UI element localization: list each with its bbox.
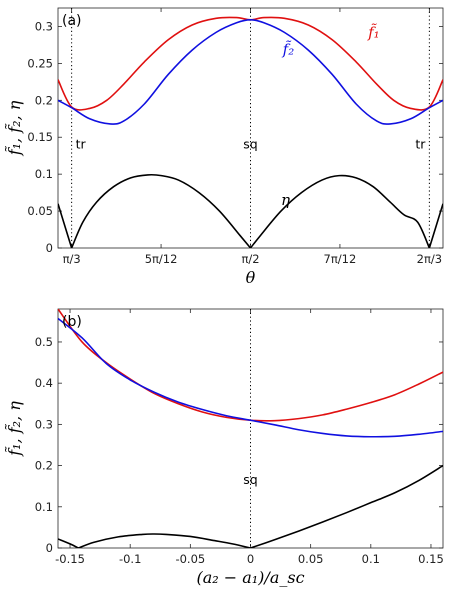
y-tick-label: 0.1 — [35, 167, 53, 181]
x-tick-label: 0.05 — [298, 552, 324, 566]
series-line-1 — [58, 317, 443, 438]
x-tick-label: 7π/12 — [324, 252, 357, 266]
y-tick-label: 0 — [46, 241, 53, 255]
y-tick-label: 0.1 — [35, 500, 53, 514]
reference-line-label: tr — [415, 137, 426, 152]
x-tick-label: π/3 — [63, 252, 81, 266]
y-tick-label: 0.15 — [27, 130, 53, 144]
x-tick-label: -0.15 — [55, 552, 85, 566]
series-line-1 — [58, 19, 443, 125]
reference-line-label: tr — [76, 137, 87, 152]
reference-line-label: sq — [243, 472, 257, 487]
x-tick-label: 5π/12 — [145, 252, 178, 266]
x-tick-label: 2π/3 — [417, 252, 442, 266]
y-tick-label: 0.3 — [35, 19, 53, 33]
series-line-2 — [58, 173, 443, 248]
plot-frame — [57, 7, 444, 249]
y-tick-label: 0.2 — [35, 93, 53, 107]
x-tick-label: -0.1 — [119, 552, 141, 566]
reference-line-label: sq — [243, 137, 257, 152]
y-tick-label: 0.25 — [27, 56, 53, 70]
series-line-2 — [58, 464, 443, 548]
series-label-0: f̃₁ — [367, 23, 380, 41]
series-label-2: η — [281, 191, 290, 209]
y-tick-label: 0.05 — [27, 204, 53, 218]
y-tick-label: 0.4 — [35, 376, 53, 390]
x-tick-label: 0.1 — [362, 552, 380, 566]
y-axis-title: f̃₁, f̃₂, η — [5, 401, 24, 457]
x-tick-label: 0.15 — [418, 552, 444, 566]
plot-frame — [57, 308, 444, 549]
x-tick-label: π/2 — [241, 252, 259, 266]
panel-label: (a) — [62, 13, 82, 29]
y-tick-label: 0.2 — [35, 459, 53, 473]
y-axis-title: f̃₁, f̃₂, η — [5, 100, 24, 156]
panel-label: (b) — [62, 314, 82, 330]
x-tick-label: -0.05 — [175, 552, 205, 566]
y-tick-label: 0.5 — [35, 335, 53, 349]
x-tick-label: 0 — [247, 552, 254, 566]
panel-0: π/3 5π/12 π/2 7π/12 2π/3 0 0.05 0.1 0.15 0.2 0.25 0… — [5, 7, 444, 287]
y-tick-label: 0 — [46, 541, 53, 555]
series-label-1: f̃₂ — [282, 40, 295, 58]
y-tick-label: 0.3 — [35, 417, 53, 431]
panel-1: -0.15 -0.1 -0.05 0 0.05 0.1 0.15 0 0.1 0.2 0.3 0.4 0… — [5, 308, 444, 587]
x-axis-title: θ — [246, 268, 256, 287]
x-axis-title: (a₂ − a₁)/a_sc — [196, 568, 304, 587]
